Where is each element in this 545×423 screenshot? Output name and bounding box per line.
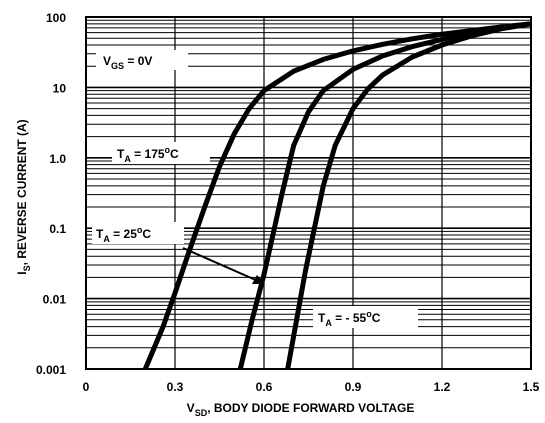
annotation-ta-minus-55c-text: TA = - 55oC [318, 309, 381, 328]
chart-curves [142, 21, 532, 370]
annotation-ta-175c-text: TA = 175oC [117, 145, 179, 164]
annotation-vgs: VGS = 0V [96, 50, 188, 71]
annotation-ta-minus-55c: TA = - 55oC [313, 306, 418, 328]
annotation-ta-25c-text: TA = 25oC [96, 225, 151, 244]
y-axis-title: IS, REVERSE CURRENT (A) [15, 119, 32, 274]
annotation-ta-175c: TA = 175oC [112, 142, 210, 164]
y-tick-label: 0.1 [49, 222, 66, 236]
y-tick-label: 10 [53, 81, 67, 95]
x-tick-label: 0.9 [345, 380, 362, 394]
y-tick-label: 0.01 [43, 293, 67, 307]
y-tick-label: 0.001 [36, 363, 66, 377]
x-tick-label: 1.2 [434, 380, 451, 394]
x-tick-label: 0.6 [256, 380, 273, 394]
annotation-ta-25c-pointer [182, 247, 259, 282]
annotation-ta-25c-box [92, 222, 184, 244]
x-tick-label: 1.5 [523, 380, 540, 394]
x-axis-title: VSD, BODY DIODE FORWARD VOLTAGE [187, 401, 415, 418]
x-axis-tick-labels: 0 0.3 0.6 0.9 1.2 1.5 [83, 380, 540, 394]
annotation-ta-175c-box [112, 142, 210, 164]
curve-ta-25c [237, 21, 532, 370]
y-axis-tick-labels: 100 10 1.0 0.1 0.01 0.001 [36, 11, 66, 377]
annotation-ta-minus-55c-box [313, 306, 418, 328]
x-tick-label: 0.3 [167, 380, 184, 394]
y-tick-label: 1.0 [49, 152, 66, 166]
x-tick-label: 0 [83, 380, 90, 394]
annotation-vgs-text: VGS = 0V [103, 54, 152, 71]
curve-ta-175c [142, 21, 532, 370]
annotation-ta-25c: TA = 25oC [92, 222, 265, 284]
annotation-vgs-box [96, 50, 188, 70]
y-tick-label: 100 [46, 11, 66, 25]
plot-area-frame [85, 16, 532, 370]
curve-ta-minus-55c [285, 21, 532, 370]
annotation-ta-25c-arrowhead [252, 275, 265, 284]
